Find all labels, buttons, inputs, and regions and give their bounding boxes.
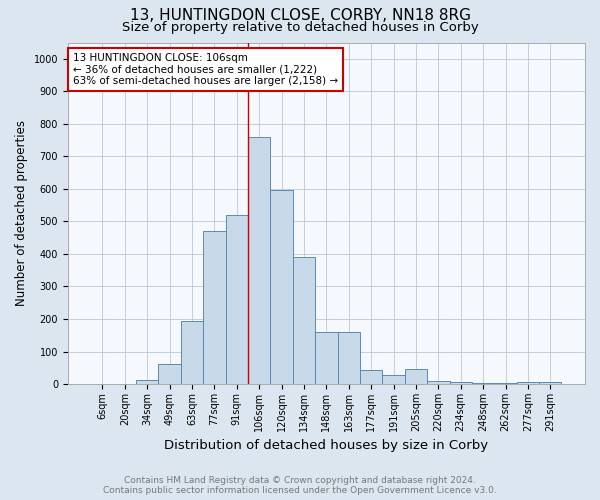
- Text: Size of property relative to detached houses in Corby: Size of property relative to detached ho…: [122, 21, 478, 34]
- Bar: [293, 257, 315, 384]
- Bar: [248, 137, 271, 384]
- Text: 13 HUNTINGDON CLOSE: 106sqm
← 36% of detached houses are smaller (1,222)
63% of : 13 HUNTINGDON CLOSE: 106sqm ← 36% of det…: [73, 52, 338, 86]
- Bar: [203, 231, 226, 384]
- Bar: [338, 332, 360, 384]
- Text: 13, HUNTINGDON CLOSE, CORBY, NN18 8RG: 13, HUNTINGDON CLOSE, CORBY, NN18 8RG: [130, 8, 470, 22]
- Bar: [449, 382, 472, 384]
- Text: Contains HM Land Registry data © Crown copyright and database right 2024.
Contai: Contains HM Land Registry data © Crown c…: [103, 476, 497, 495]
- Bar: [382, 375, 405, 384]
- Y-axis label: Number of detached properties: Number of detached properties: [15, 120, 28, 306]
- Bar: [427, 381, 449, 384]
- X-axis label: Distribution of detached houses by size in Corby: Distribution of detached houses by size …: [164, 440, 488, 452]
- Bar: [271, 190, 293, 384]
- Bar: [315, 332, 338, 384]
- Bar: [136, 380, 158, 384]
- Bar: [517, 382, 539, 384]
- Bar: [226, 215, 248, 384]
- Bar: [158, 364, 181, 384]
- Bar: [360, 370, 382, 384]
- Bar: [405, 370, 427, 384]
- Bar: [539, 382, 562, 384]
- Bar: [181, 320, 203, 384]
